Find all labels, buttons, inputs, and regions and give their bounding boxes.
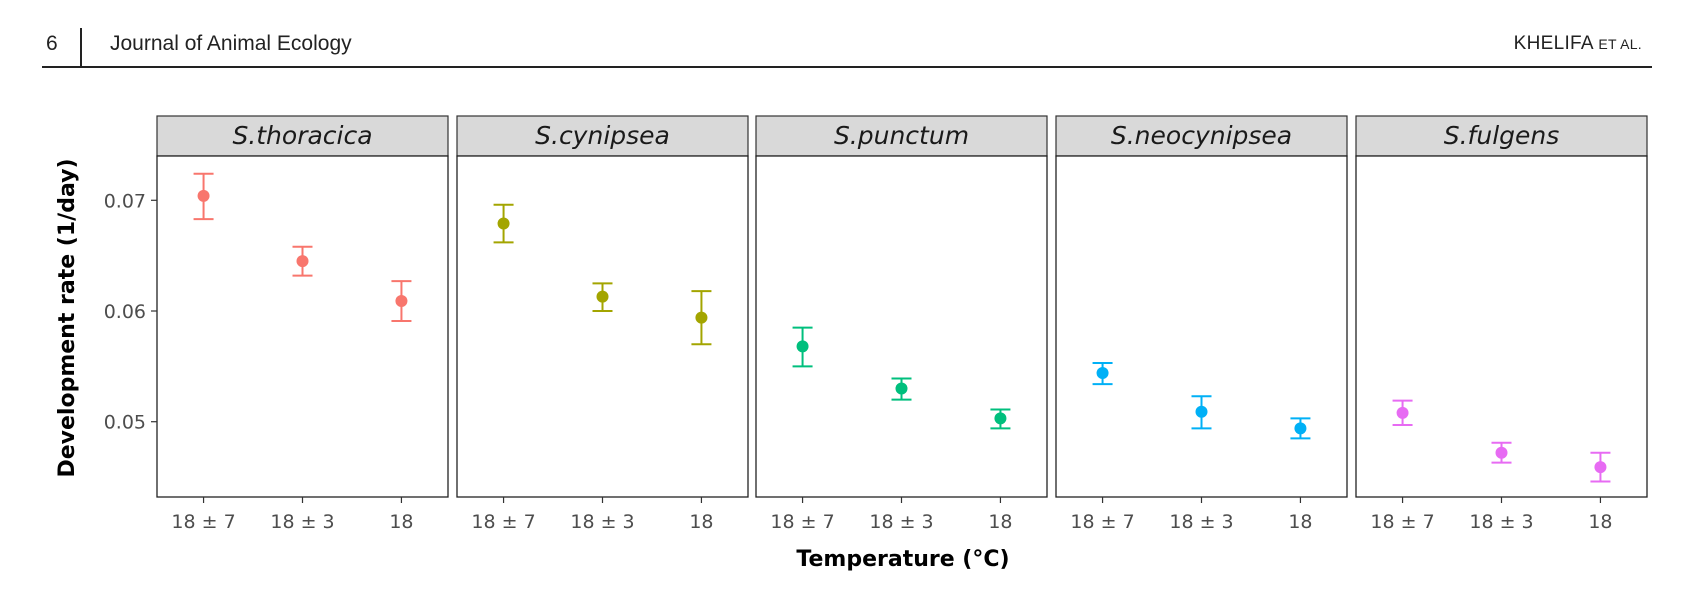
data-point bbox=[695, 311, 708, 324]
panel-frame bbox=[1355, 155, 1648, 498]
data-point bbox=[994, 412, 1007, 425]
x-tick-label: 18 bbox=[389, 511, 413, 533]
x-tick-label: 18 ± 3 bbox=[570, 511, 634, 533]
data-point bbox=[1396, 406, 1409, 419]
data-point bbox=[895, 382, 908, 395]
panel-strip-label: S.thoracica bbox=[232, 121, 372, 150]
x-tick-label: 18 ± 7 bbox=[770, 511, 834, 533]
y-tick-label: 0.07 bbox=[104, 190, 146, 212]
panel-frame bbox=[755, 155, 1048, 498]
x-axis-title: Temperature (°C) bbox=[796, 547, 1009, 572]
journal-title: Journal of Animal Ecology bbox=[110, 32, 352, 55]
panel-strip bbox=[456, 115, 749, 157]
data-point bbox=[296, 255, 309, 268]
data-point bbox=[197, 189, 210, 202]
running-head-authors: KHELIFA bbox=[1513, 33, 1593, 54]
panel-strip-label: S.fulgens bbox=[1444, 121, 1560, 150]
panel-strip bbox=[1355, 115, 1648, 157]
page-number: 6 bbox=[46, 32, 58, 55]
y-tick-label: 0.06 bbox=[104, 301, 146, 323]
x-tick-label: 18 bbox=[1588, 511, 1612, 533]
panel-frame bbox=[156, 155, 449, 498]
panel-strip bbox=[755, 115, 1048, 157]
panel-s-cynipsea: S.cynipsea 18 ± 7 18 ± 3 18 bbox=[456, 115, 749, 533]
data-point bbox=[796, 340, 809, 353]
x-tick-label: 18 ± 3 bbox=[869, 511, 933, 533]
x-tick-label: 18 ± 3 bbox=[1469, 511, 1533, 533]
page-header: 6 Journal of Animal Ecology KHELIFA ET A… bbox=[42, 28, 1652, 68]
running-head-suffix: ET AL. bbox=[1598, 36, 1642, 52]
panel-strip bbox=[1055, 115, 1348, 157]
data-point bbox=[1096, 367, 1109, 379]
data-point bbox=[1294, 422, 1307, 435]
x-tick-label: 18 ± 3 bbox=[270, 511, 334, 533]
data-point bbox=[497, 217, 510, 230]
header-rule bbox=[42, 66, 1652, 68]
y-axis: 0.05 0.06 0.07 bbox=[104, 190, 157, 434]
data-point bbox=[1594, 461, 1607, 474]
panel-strip-label: S.neocynipsea bbox=[1111, 121, 1292, 150]
x-tick-label: 18 ± 7 bbox=[1370, 511, 1434, 533]
x-tick-label: 18 ± 7 bbox=[171, 511, 235, 533]
data-point bbox=[395, 295, 408, 308]
panel-s-neocynipsea: S.neocynipsea 18 ± 7 18 ± 3 18 bbox=[1055, 115, 1348, 533]
x-tick-label: 18 ± 3 bbox=[1169, 511, 1233, 533]
x-tick-label: 18 bbox=[689, 511, 713, 533]
chart-panels: S.thoracica 18 ± 7 18 ± 3 18 S.cynipsea 18 ± … bbox=[156, 115, 1648, 533]
y-tick-label: 0.05 bbox=[104, 412, 146, 434]
data-point bbox=[1495, 446, 1508, 459]
panel-s-punctum: S.punctum 18 ± 7 18 ± 3 18 bbox=[755, 115, 1048, 533]
running-head: KHELIFA ET AL. bbox=[1514, 33, 1642, 55]
y-axis-title: Development rate (1/day) bbox=[55, 158, 80, 477]
x-tick-label: 18 ± 7 bbox=[471, 511, 535, 533]
panel-strip-label: S.punctum bbox=[834, 121, 969, 150]
panel-s-fulgens: S.fulgens 18 ± 7 18 ± 3 18 bbox=[1355, 115, 1648, 533]
data-point bbox=[1195, 405, 1208, 418]
header-divider bbox=[80, 28, 82, 68]
panel-frame bbox=[1055, 155, 1348, 498]
panel-s-thoracica: S.thoracica 18 ± 7 18 ± 3 18 bbox=[156, 115, 449, 533]
data-point bbox=[596, 290, 609, 303]
x-tick-label: 18 bbox=[1288, 511, 1312, 533]
x-tick-label: 18 ± 7 bbox=[1070, 511, 1134, 533]
panel-strip-label: S.cynipsea bbox=[535, 121, 670, 150]
x-tick-label: 18 bbox=[988, 511, 1012, 533]
panel-frame bbox=[456, 155, 749, 498]
